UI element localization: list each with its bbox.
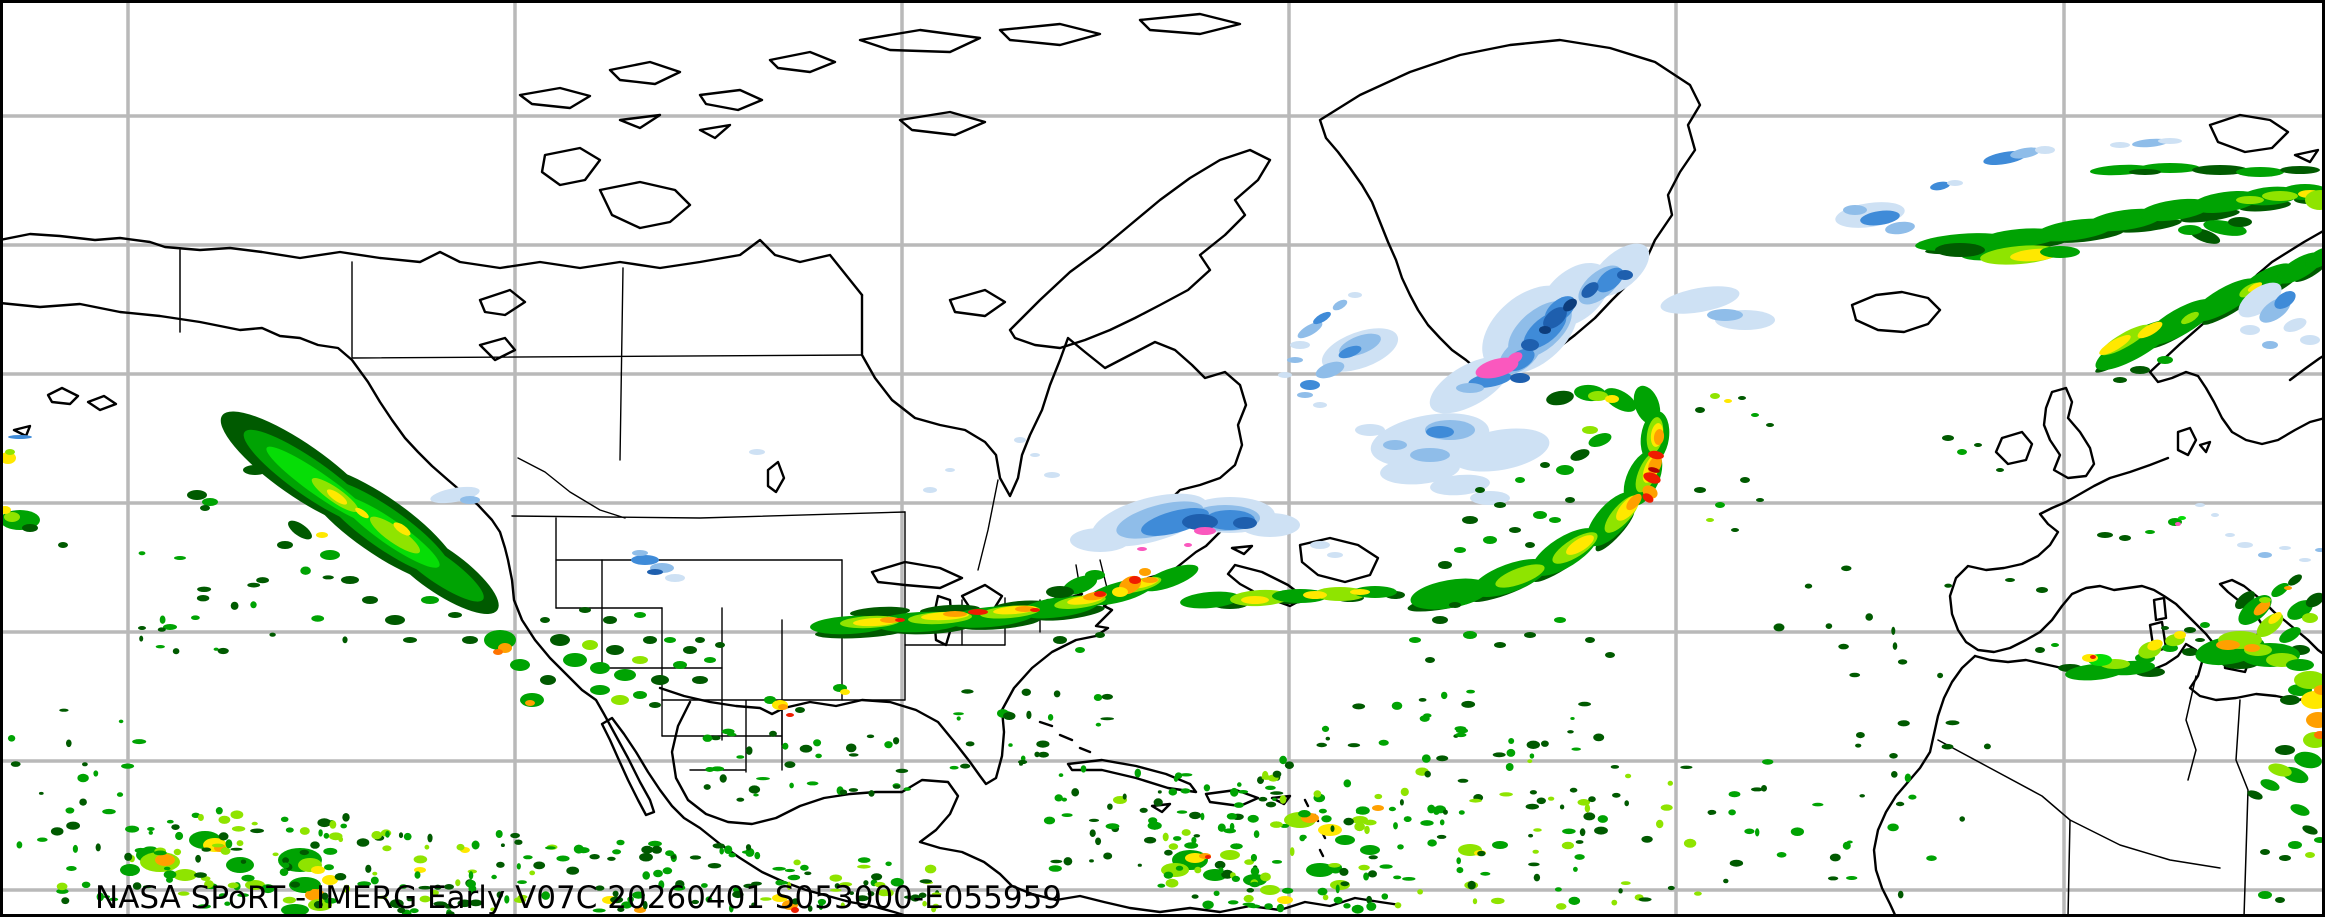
atlantic-itcz-west	[1144, 770, 1416, 914]
europe-scattered-showers	[1942, 435, 2325, 593]
central-america-pacific	[556, 839, 762, 913]
central-america-caribbean	[760, 857, 942, 913]
pacific-nw-atmospheric-river	[187, 411, 499, 644]
cuba	[1066, 758, 1198, 794]
nova-scotia	[1226, 563, 1307, 608]
pacific-offshore-dots	[138, 551, 348, 655]
africa-country-borders	[1937, 675, 2249, 917]
arctic-archipelago	[518, 50, 987, 140]
norway-coast-rain-band	[2095, 247, 2325, 383]
ellesmere-islands	[858, 12, 1242, 54]
mediterranean-storm	[2035, 574, 2325, 903]
azores-sparse	[1707, 759, 1937, 899]
pacific-coastline	[0, 301, 912, 917]
mexico-gulf-coastline	[670, 700, 904, 826]
northeast-atlantic-snow-streaks	[1835, 138, 2182, 235]
pacific-sw-dots	[7, 708, 155, 852]
north-africa-coastline	[1973, 642, 2325, 702]
precipitation-layer	[0, 138, 2325, 917]
map-caption: NASA SPoRT - IMERG Early V07C 20260401 S…	[95, 880, 1062, 916]
gulf-atlantic-coastline	[658, 293, 1248, 786]
gulf-of-mexico-scatter	[702, 728, 911, 802]
lake-winnipeg	[766, 460, 786, 494]
baffin-island	[1008, 148, 1272, 350]
midwest-northeast-rain-band	[810, 564, 1199, 653]
southern-plains-storms	[764, 684, 850, 717]
aleutian-islands	[12, 386, 118, 438]
northern-rockies-snow	[430, 486, 685, 582]
bahamas	[1038, 720, 1092, 754]
corsica	[2152, 596, 2168, 622]
caribbean-scatter	[1043, 755, 1294, 872]
morocco-canary-sparse	[1855, 720, 1991, 822]
svalbard	[2208, 113, 2320, 164]
maritimes-rain-band	[1180, 586, 1405, 609]
greenland-coastal-snow	[1278, 243, 1775, 505]
prince-edward-island	[1230, 544, 1254, 556]
sweden-baltic-coastline	[2148, 370, 2325, 446]
iceland	[1850, 290, 1942, 334]
east-atlantic-sparse	[1773, 565, 1953, 679]
ireland	[1994, 430, 2034, 466]
western-europe-coastline	[1948, 456, 2325, 660]
itcz-west-pacific	[56, 807, 351, 909]
atlantic-mid-scatter	[1316, 689, 1605, 763]
arctic-coastline	[0, 232, 864, 297]
great-slave-lake	[478, 336, 517, 362]
newfoundland	[1298, 536, 1380, 584]
yucatan-central-america-coastline	[900, 778, 1402, 914]
left-edge-showers	[0, 435, 186, 630]
western-us-showers	[484, 607, 725, 708]
north-atlantic-comma-storm	[1407, 384, 1774, 663]
southampton-island	[948, 288, 1007, 318]
atlantic-itcz-east	[1415, 759, 1702, 910]
victoria-island	[598, 180, 692, 230]
central-canada-flurries	[749, 437, 1040, 493]
itcz-east-pacific	[356, 829, 558, 917]
norwegian-sea-rain-bands	[1915, 163, 2325, 265]
great-britain	[2042, 386, 2096, 480]
great-bear-lake	[478, 288, 527, 317]
banks-island	[540, 146, 602, 187]
quebec-maritimes-snow	[1044, 472, 1343, 558]
florida-bahamas-scatter	[949, 688, 1114, 773]
denmark	[2176, 426, 2212, 457]
lake-superior	[870, 560, 964, 590]
